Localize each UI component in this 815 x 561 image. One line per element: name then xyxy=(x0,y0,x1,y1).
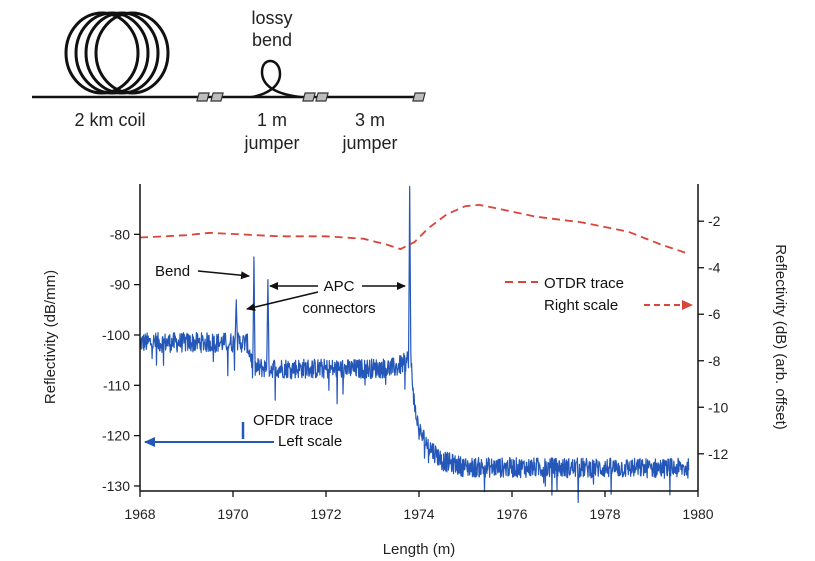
coil-icon xyxy=(64,11,170,95)
ofdr-trace-line xyxy=(139,185,690,503)
x-axis-title: Length (m) xyxy=(383,541,456,558)
apc-annotation-line2: connectors xyxy=(302,300,375,317)
jumper2-label-line2: jumper xyxy=(341,133,397,153)
x-tick-label: 1968 xyxy=(124,506,155,522)
y-left-tick-label: -90 xyxy=(110,277,130,293)
x-axis-ticks: 1968 1970 1972 1974 1976 1978 1980 xyxy=(124,491,714,522)
y-axis-left-ticks: -130 -120 -110 -100 -90 -80 xyxy=(102,226,140,494)
y-right-tick-label: -4 xyxy=(708,260,721,276)
x-tick-label: 1970 xyxy=(217,506,248,522)
bend-arrow xyxy=(197,270,250,280)
apc-annotation-line1: APC xyxy=(324,278,355,295)
fiber-diagram: 2 km coil lossy bend 1 m jumper 3 m jump… xyxy=(32,8,426,153)
y-axis-right-ticks: -12 -10 -8 -6 -4 -2 xyxy=(698,213,728,462)
x-tick-label: 1976 xyxy=(496,506,527,522)
y-right-tick-label: -6 xyxy=(708,306,721,322)
annotations: Bend APC connectors OFDR trace Left scal… xyxy=(144,263,693,450)
y-right-tick-label: -8 xyxy=(708,353,721,369)
x-tick-label: 1978 xyxy=(589,506,620,522)
right-scale-label: Right scale xyxy=(544,297,618,314)
y-right-tick-label: -12 xyxy=(708,446,728,462)
y-left-tick-label: -110 xyxy=(103,377,130,393)
bend-annotation: Bend xyxy=(155,263,190,280)
jumper1-label-line2: jumper xyxy=(243,133,299,153)
y-left-tick-label: -80 xyxy=(110,226,130,242)
bend-loop-icon xyxy=(251,59,301,99)
left-scale-label: Left scale xyxy=(278,433,342,450)
bend-label-line2: bend xyxy=(252,30,292,50)
y-axis-right-title: Reflectivity (dB) (arb. offset) xyxy=(772,244,789,430)
connector-icon xyxy=(196,92,224,102)
y-right-tick-label: -10 xyxy=(708,399,728,415)
apc-arrow-mid xyxy=(246,291,319,312)
ofdr-legend-label: OFDR trace xyxy=(253,412,333,429)
x-tick-label: 1972 xyxy=(310,506,341,522)
y-left-tick-label: -120 xyxy=(102,428,130,444)
coil-label: 2 km coil xyxy=(74,110,145,130)
chart: 1968 1970 1972 1974 1976 1978 1980 -130 -120 -11… xyxy=(42,184,789,558)
otdr-trace-line xyxy=(139,203,689,255)
connector-icon xyxy=(302,92,329,102)
y-left-tick-label: -100 xyxy=(102,327,130,343)
jumper1-label-line1: 1 m xyxy=(257,110,287,130)
y-right-tick-label: -2 xyxy=(708,213,721,229)
y-left-tick-label: -130 xyxy=(102,478,130,494)
connector-icon xyxy=(412,92,426,102)
y-axis-left-title: Reflectivity (dB/mm) xyxy=(42,270,59,404)
jumper2-label-line1: 3 m xyxy=(355,110,385,130)
x-tick-label: 1974 xyxy=(403,506,434,522)
otdr-legend-label: OTDR trace xyxy=(544,275,624,292)
x-tick-label: 1980 xyxy=(682,506,713,522)
bend-label-line1: lossy xyxy=(251,8,292,28)
